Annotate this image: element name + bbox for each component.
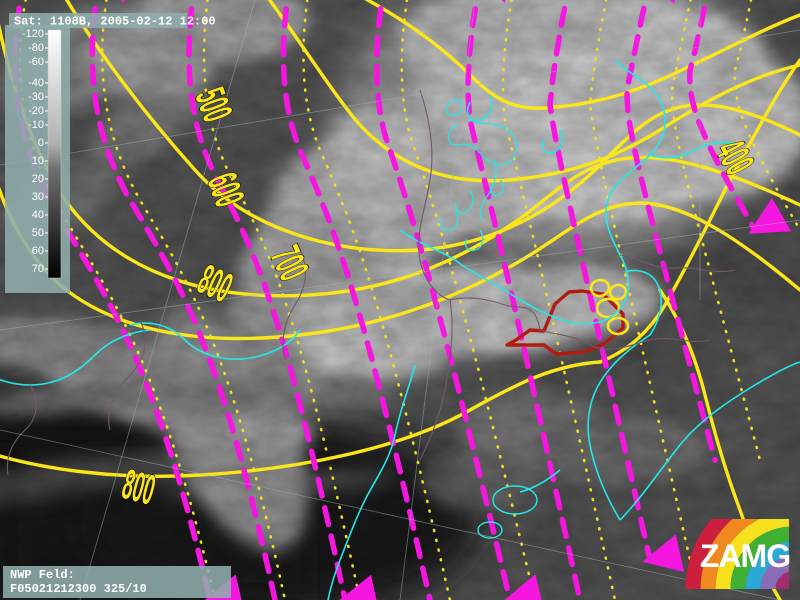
svg-text:-60: -60 <box>28 56 44 68</box>
svg-text:ZAMG: ZAMG <box>700 538 790 574</box>
svg-text:30: 30 <box>32 191 44 203</box>
svg-text:20: 20 <box>32 173 44 185</box>
svg-text:-10: -10 <box>28 119 44 131</box>
svg-text:40: 40 <box>32 209 44 221</box>
svg-text:60: 60 <box>32 245 44 257</box>
svg-text:-20: -20 <box>28 105 44 117</box>
svg-text:-120: -120 <box>22 28 44 40</box>
svg-text:-80: -80 <box>28 42 44 54</box>
svg-text:10: 10 <box>32 155 44 167</box>
svg-text:F05021212300 325/10: F05021212300 325/10 <box>10 582 147 596</box>
svg-text:-30: -30 <box>28 91 44 103</box>
svg-text:70: 70 <box>32 263 44 275</box>
svg-text:-40: -40 <box>28 77 44 89</box>
svg-text:0: 0 <box>38 137 44 149</box>
svg-text:50: 50 <box>32 227 44 239</box>
svg-text:NWP Feld:: NWP Feld: <box>10 568 75 582</box>
